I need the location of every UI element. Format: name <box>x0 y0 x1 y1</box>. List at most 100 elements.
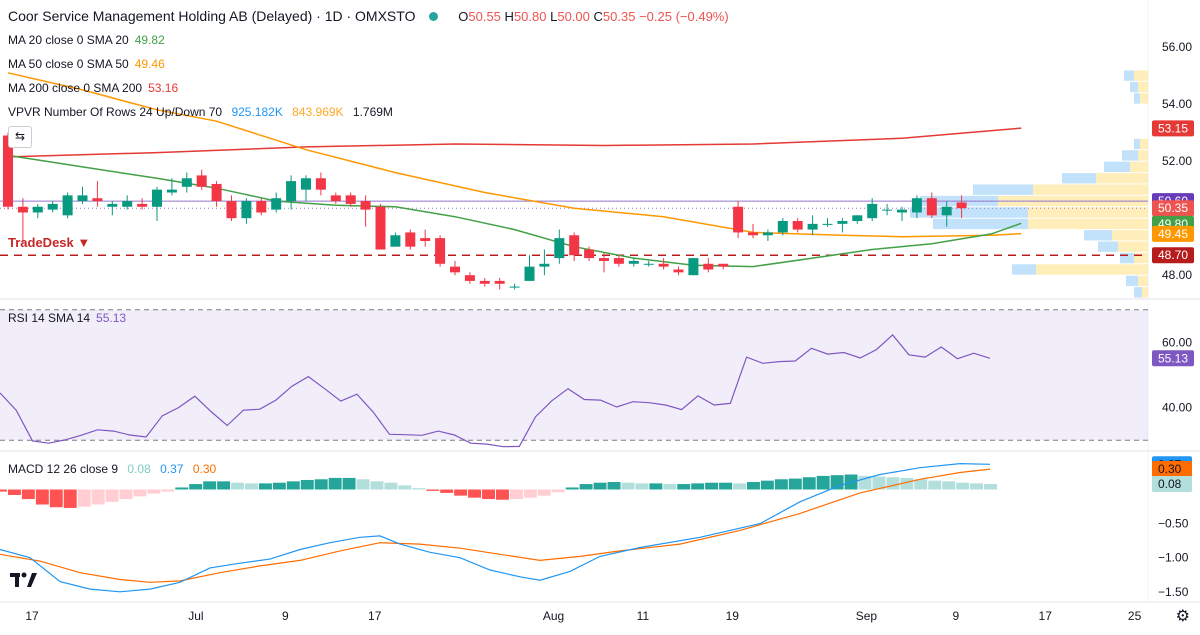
macd-bar-70 <box>970 483 984 490</box>
vpvr-row-down-13 <box>1134 252 1148 264</box>
price-tick-label: 52.00 <box>1162 154 1192 168</box>
macd-bar-39 <box>537 489 551 496</box>
candle-16 <box>241 201 252 219</box>
legend-ma50[interactable]: MA 50 close 0 SMA 50 49.46 <box>8 57 165 71</box>
macd-badge-label-2: 0.08 <box>1158 477 1182 491</box>
macd-bar-65 <box>900 477 914 490</box>
macd-bar-24 <box>328 477 342 490</box>
macd-bar-1 <box>7 489 21 495</box>
macd-bar-32 <box>440 489 454 493</box>
macd-bar-22 <box>300 479 314 490</box>
candle-36 <box>539 263 550 267</box>
vpvr-row-down-2 <box>1140 93 1148 104</box>
candle-45 <box>673 269 684 273</box>
price-badge-label-5: 48.70 <box>1158 248 1188 262</box>
rsi-line <box>0 334 991 448</box>
candle-47 <box>703 263 714 270</box>
macd-bar-20 <box>272 482 286 490</box>
candle-30 <box>450 266 460 273</box>
macd-bar-7 <box>91 489 105 505</box>
chart-title-row: Coor Service Management Holding AB (Dela… <box>8 8 729 24</box>
gear-icon[interactable]: ⚙ <box>1175 608 1190 625</box>
candle-52 <box>777 221 788 233</box>
macd-bar-35 <box>482 489 495 500</box>
candle-29 <box>435 238 446 264</box>
macd-bar-19 <box>258 483 272 490</box>
macd-tick-label: −0.50 <box>1158 517 1189 531</box>
macd-bar-43 <box>593 482 607 490</box>
time-tick-label: 9 <box>282 609 289 623</box>
time-tick-label: 17 <box>1039 609 1053 623</box>
macd-bar-5 <box>63 489 77 508</box>
candle-40 <box>599 258 609 261</box>
macd-bar-10 <box>133 489 147 497</box>
candle-50 <box>748 232 758 236</box>
macd-bar-26 <box>356 479 370 490</box>
legend-ma20[interactable]: MA 20 close 0 SMA 20 49.82 <box>8 33 165 47</box>
rsi-tick-label: 60.00 <box>1162 335 1192 349</box>
macd-bar-66 <box>914 479 928 490</box>
candle-58 <box>867 203 878 219</box>
macd-line <box>0 462 991 593</box>
candle-44 <box>658 263 669 267</box>
price-tick-label: 56.00 <box>1162 40 1192 54</box>
macd-bar-67 <box>928 480 942 490</box>
macd-bar-15 <box>203 481 217 490</box>
candle-3 <box>47 203 58 210</box>
candle-2 <box>32 206 43 213</box>
candle-5 <box>77 195 88 202</box>
macd-bar-8 <box>105 489 119 502</box>
rsi-value-badge <box>1152 350 1194 367</box>
candle-39 <box>584 249 595 259</box>
macd-bar-13 <box>175 487 189 490</box>
candle-11 <box>166 189 177 193</box>
macd-bar-30 <box>412 488 426 490</box>
candle-14 <box>211 183 222 202</box>
macd-bar-34 <box>468 489 482 498</box>
candle-55 <box>822 223 833 225</box>
vpvr-row-down-1 <box>1138 81 1148 93</box>
price-badge-4 <box>1152 225 1194 242</box>
candle-63 <box>941 206 952 216</box>
macd-bar-69 <box>956 482 970 490</box>
legend-ma200[interactable]: MA 200 close 0 SMA 200 53.16 <box>8 81 179 95</box>
legend-vpvr[interactable]: VPVR Number Of Rows 24 Up/Down 70 925.18… <box>8 105 393 119</box>
macd-bar-16 <box>217 481 231 490</box>
macd-bar-12 <box>161 489 175 492</box>
legend-macd[interactable]: MACD 12 26 close 9 0.08 0.37 0.30 <box>8 462 217 476</box>
macd-bar-14 <box>189 484 203 490</box>
arrow-left-right-icon[interactable]: ⇆ <box>8 126 32 148</box>
macd-bar-42 <box>579 484 593 490</box>
macd-bar-36 <box>496 489 509 500</box>
macd-bar-47 <box>649 483 663 490</box>
vpvr-row-up-13 <box>1120 252 1134 264</box>
macd-bar-71 <box>984 484 997 490</box>
vpvr-row-up-3 <box>1134 138 1140 150</box>
vpvr-row-up-9 <box>910 207 1028 218</box>
macd-bar-54 <box>746 482 760 490</box>
vpvr-row-up-6 <box>1062 173 1096 184</box>
vpvr-row-up-4 <box>1122 150 1138 161</box>
macd-bar-11 <box>147 489 161 494</box>
macd-bar-58 <box>802 477 816 490</box>
chart-title: Coor Service Management Holding AB (Dela… <box>8 8 416 24</box>
macd-bar-60 <box>830 475 844 490</box>
candles <box>3 132 967 290</box>
time-tick-label: Sep <box>856 609 878 623</box>
candle-31 <box>464 275 475 281</box>
legend-rsi[interactable]: RSI 14 SMA 14 55.13 <box>8 311 127 325</box>
candle-0 <box>3 135 13 207</box>
candle-64 <box>956 202 967 209</box>
tradedesk-annotation: TradeDesk ▼ <box>8 235 91 250</box>
macd-bar-21 <box>286 481 300 490</box>
ohlc-readout: O50.55 H50.80 L50.00 C50.35 −0.25 (−0.49… <box>458 9 729 24</box>
macd-bar-48 <box>663 484 677 490</box>
vpvr-row-up-7 <box>973 184 1033 195</box>
candle-38 <box>569 235 580 256</box>
macd-bar-29 <box>398 485 412 490</box>
vpvr-row-up-15 <box>1126 275 1138 287</box>
candle-49 <box>733 206 744 233</box>
candle-8 <box>122 201 133 207</box>
